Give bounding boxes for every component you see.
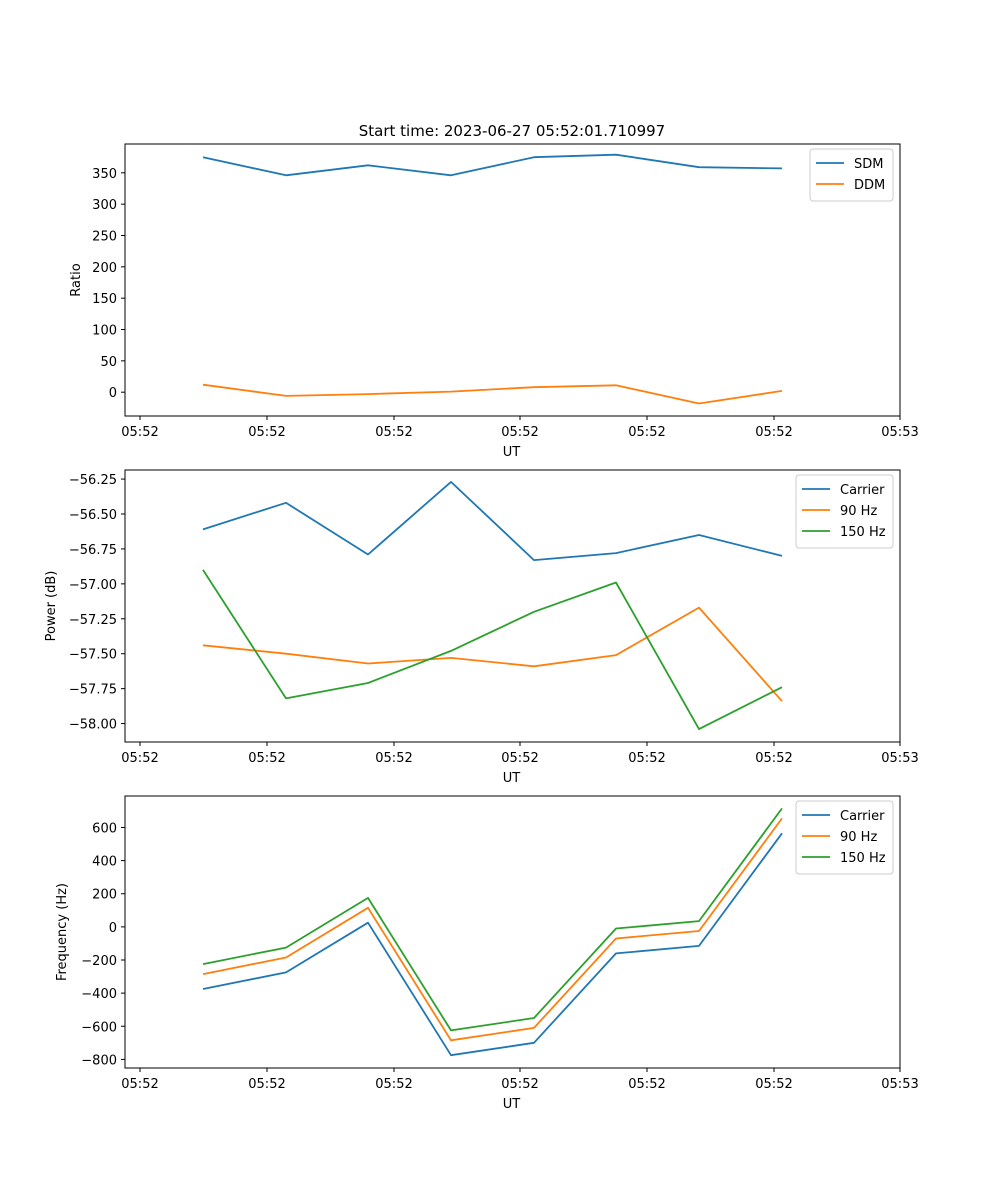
legend: SDM DDM	[809, 148, 894, 202]
figure-title: Start time: 2023-06-27 05:52:01.710997	[359, 122, 665, 140]
y-tick-label: 600	[92, 821, 117, 836]
legend-label: 90 Hz	[840, 504, 877, 519]
y-tick-label: 200	[92, 888, 117, 903]
plot-frame	[124, 143, 901, 417]
y-tick-label: −56.25	[69, 473, 117, 488]
x-tick-label: 05:52	[375, 751, 412, 766]
series-line-150-hz	[202, 807, 783, 1032]
series-line-90-hz	[202, 817, 783, 1042]
subplot-3: 05:52 05:52 05:52 05:52 05:52 05:52 05:53 −800 −…	[55, 795, 919, 1112]
series-line-90-hz	[202, 606, 783, 702]
x-tick-label: 05:52	[501, 1077, 538, 1092]
y-tick-label: −58.00	[69, 718, 117, 733]
x-tick-label: 05:53	[881, 751, 918, 766]
series-line-sdm	[202, 153, 783, 177]
legend-box	[795, 800, 894, 875]
x-tick-label: 05:52	[121, 425, 158, 440]
y-tick-label: −400	[81, 987, 117, 1002]
x-tick-label: 05:52	[375, 425, 412, 440]
y-tick-label: 350	[92, 167, 117, 182]
legend-label: 150 Hz	[840, 525, 886, 540]
x-tick-label: 05:52	[755, 425, 792, 440]
y-tick-label: −57.75	[69, 683, 117, 698]
x-tick-label: 05:52	[628, 751, 665, 766]
x-tick-label: 05:53	[881, 1077, 918, 1092]
y-tick-label: 150	[92, 292, 117, 307]
legend-label: 90 Hz	[840, 830, 877, 845]
y-axis-label: Frequency (Hz)	[55, 883, 70, 981]
x-tick-label: 05:52	[121, 751, 158, 766]
subplot-1: 05:52 05:52 05:52 05:52 05:52 05:52 05:53 0 50 10…	[69, 143, 919, 460]
x-tick-label: 05:53	[881, 425, 918, 440]
legend-label: DDM	[854, 178, 885, 193]
subplots: 05:52 05:52 05:52 05:52 05:52 05:52 05:53 0 50 10…	[44, 143, 919, 1112]
y-tick-label: 0	[109, 386, 117, 401]
y-axis-label: Power (dB)	[44, 571, 59, 642]
legend-box	[809, 148, 894, 202]
x-tick-label: 05:52	[375, 1077, 412, 1092]
plot-frame	[124, 469, 901, 743]
x-tick-label: 05:52	[755, 1077, 792, 1092]
series-line-carrier	[202, 480, 783, 561]
legend-label: Carrier	[840, 483, 885, 498]
y-tick-label: −200	[81, 954, 117, 969]
x-tick-label: 05:52	[501, 425, 538, 440]
x-tick-label: 05:52	[628, 1077, 665, 1092]
x-tick-label: 05:52	[501, 751, 538, 766]
legend-box	[795, 474, 894, 549]
y-tick-label: 250	[92, 230, 117, 245]
x-tick-label: 05:52	[248, 425, 285, 440]
y-tick-label: −57.50	[69, 648, 117, 663]
y-tick-label: −600	[81, 1020, 117, 1035]
x-tick-label: 05:52	[628, 425, 665, 440]
y-tick-label: 200	[92, 261, 117, 276]
x-tick-label: 05:52	[248, 1077, 285, 1092]
y-axis-label: Ratio	[69, 263, 84, 296]
y-tick-label: −56.75	[69, 543, 117, 558]
legend: Carrier 90 Hz 150 Hz	[795, 800, 894, 875]
y-tick-label: 50	[100, 355, 117, 370]
y-tick-label: 100	[92, 324, 117, 339]
subplot-2: 05:52 05:52 05:52 05:52 05:52 05:52 05:53 −58.0…	[44, 469, 919, 786]
plot-frame	[124, 795, 901, 1069]
series-line-150-hz	[202, 569, 783, 730]
x-tick-label: 05:52	[121, 1077, 158, 1092]
x-axis-label: UT	[503, 771, 521, 786]
y-tick-label: 0	[109, 921, 117, 936]
x-axis-label: UT	[503, 1097, 521, 1112]
y-tick-label: −57.25	[69, 613, 117, 628]
y-tick-label: −800	[81, 1053, 117, 1068]
x-tick-label: 05:52	[755, 751, 792, 766]
y-tick-label: −56.50	[69, 508, 117, 523]
x-axis-label: UT	[503, 445, 521, 460]
y-tick-label: 400	[92, 855, 117, 870]
legend: Carrier 90 Hz 150 Hz	[795, 474, 894, 549]
y-tick-label: 300	[92, 198, 117, 213]
legend-label: Carrier	[840, 809, 885, 824]
legend-label: 150 Hz	[840, 851, 886, 866]
y-tick-label: −57.00	[69, 578, 117, 593]
series-line-ddm	[202, 383, 783, 405]
x-tick-label: 05:52	[248, 751, 285, 766]
series-line-carrier	[202, 832, 783, 1057]
legend-label: SDM	[854, 157, 883, 172]
